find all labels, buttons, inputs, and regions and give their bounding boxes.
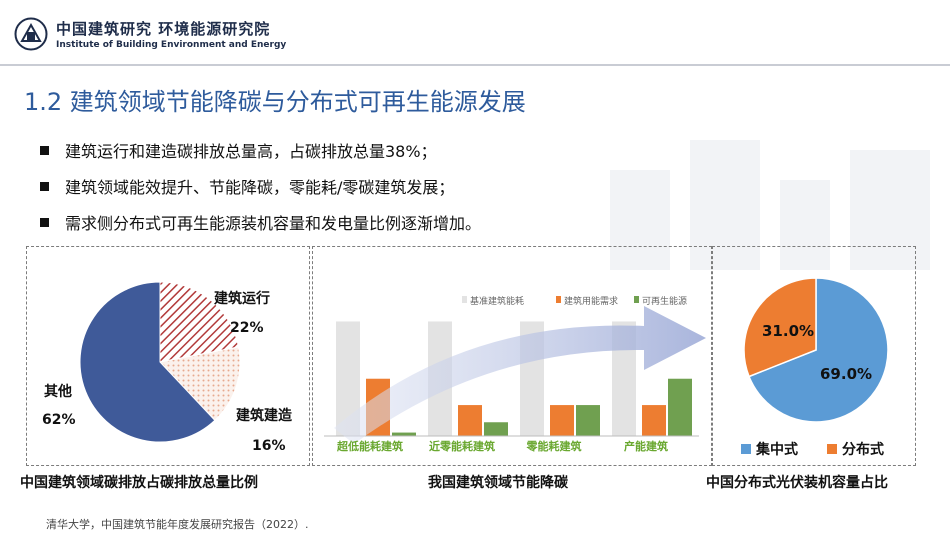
pie-slice-distributed (743, 277, 817, 378)
bullet-item: 建筑运行和建造碳排放总量高，占碳排放总量38%； (40, 132, 481, 168)
legend-label: 建筑用能需求 (564, 295, 618, 307)
slice-value-building-construction: 16% (252, 438, 286, 454)
legend-label: 基准建筑能耗 (470, 295, 524, 307)
chart-caption-energy-saving: 我国建筑领域节能降碳 (428, 475, 568, 491)
legend-swatch-distributed (827, 444, 837, 454)
pie-slice-building-construction (159, 346, 241, 422)
slice-label-other: 其他 (44, 383, 72, 400)
panel-carbon-share (26, 246, 310, 466)
pie-slice-building-operation (159, 281, 240, 363)
renewable-bar (392, 432, 416, 436)
legend-swatch (462, 296, 467, 303)
pie-slice-other (79, 281, 216, 443)
panel-energy-saving (312, 246, 712, 466)
chart-caption-carbon-share: 中国建筑领域碳排放占碳排放总量比例 (20, 475, 258, 491)
legend-label-centralized: 集中式 (755, 441, 798, 458)
category-label: 超低能耗建筑 (336, 439, 403, 453)
chart-caption-pv-share: 中国分布式光伏装机容量占比 (706, 475, 888, 491)
category-label: 零能耗建筑 (526, 439, 582, 453)
legend-swatch-centralized (741, 444, 751, 454)
demand-bar (642, 405, 666, 436)
category-label: 近零能耗建筑 (429, 439, 495, 453)
renewable-bar (484, 422, 508, 436)
slice-value-centralized: 69.0% (820, 365, 872, 383)
slice-value-building-operation: 22% (230, 320, 264, 336)
bullet-text: 需求侧分布式可再生能源装机容量和发电量比例逐渐增加。 (65, 214, 482, 233)
pv-share-pie-chart: 31.0% 69.0% 集中式 分布式 (741, 277, 889, 458)
renewable-bar (668, 378, 692, 436)
demand-bar (458, 405, 482, 436)
bullet-list: 建筑运行和建造碳排放总量高，占碳排放总量38%； 建筑领域能效提升、节能降碳，零… (40, 132, 481, 240)
legend-label: 可再生能源 (642, 295, 687, 307)
renewable-bar (576, 405, 600, 436)
slice-label-building-construction: 建筑建造 (236, 407, 292, 424)
bullet-item: 需求侧分布式可再生能源装机容量和发电量比例逐渐增加。 (40, 204, 481, 240)
org-name-cn: 中国建筑研究 环境能源研究院 (56, 20, 271, 38)
source-citation: 清华大学，中国建筑节能年度发展研究报告（2022）. (46, 518, 309, 531)
bullet-square-icon (40, 181, 49, 191)
bullet-text: 建筑运行和建造碳排放总量高，占碳排放总量38%； (65, 142, 437, 161)
energy-saving-bar-chart: 基准建筑能耗 建筑用能需求 可再生能源 超低能耗建筑 近零能耗建筑 零能耗建筑 产能建筑 (324, 295, 706, 453)
background-building-decoration (610, 140, 930, 270)
trend-arrow-icon (334, 306, 706, 444)
header-divider (0, 64, 950, 66)
bullet-text: 建筑领域能效提升、节能降碳，零能耗/零碳建筑发展； (65, 178, 455, 197)
legend-swatch (556, 296, 561, 303)
category-label: 产能建筑 (624, 439, 668, 453)
slide-title: 1.2 建筑领域节能降碳与分布式可再生能源发展 (24, 88, 526, 116)
panel-pv-share (712, 246, 916, 466)
bullet-square-icon (40, 217, 49, 227)
carbon-share-pie-chart: 建筑运行 22% 建筑建造 16% 其他 62% (42, 281, 292, 454)
demand-bar (550, 405, 574, 436)
slice-value-distributed: 31.0% (762, 322, 814, 340)
legend-label-distributed: 分布式 (842, 441, 884, 458)
bullet-square-icon (40, 145, 49, 155)
institute-logo-icon (14, 17, 48, 51)
bullet-item: 建筑领域能效提升、节能降碳，零能耗/零碳建筑发展； (40, 168, 481, 204)
org-name-en: Institute of Building Environment and En… (56, 40, 287, 50)
legend-swatch (634, 296, 639, 303)
slice-value-other: 62% (42, 412, 76, 428)
pie-slice-centralized (748, 277, 889, 423)
slice-label-building-operation: 建筑运行 (214, 290, 270, 307)
